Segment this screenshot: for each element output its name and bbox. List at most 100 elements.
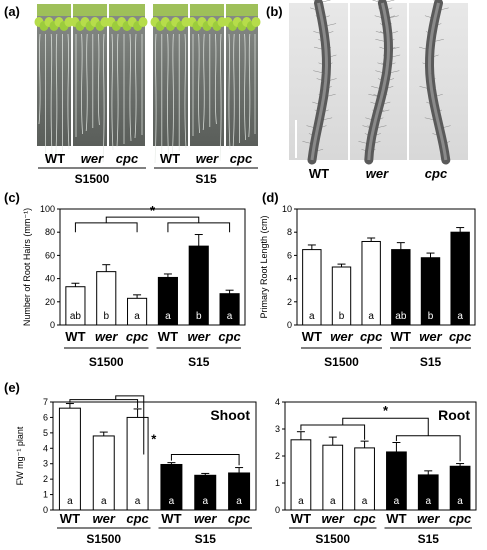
y-axis-label: Primary Root Length (cm)	[259, 215, 269, 318]
y-tick-label: 3	[275, 424, 280, 434]
y-tick-label: 80	[45, 227, 55, 237]
plate-photos	[34, 4, 261, 164]
significance-letter: a	[298, 496, 304, 507]
y-tick-label: 1	[275, 478, 280, 488]
y-axis-label: Number of Root Hairs (mm⁻¹)	[22, 208, 32, 326]
genotype-label-a-6: cpc	[230, 151, 253, 166]
chart-title: Shoot	[210, 407, 250, 423]
plate-3	[106, 4, 148, 151]
y-axis-label: FW mg⁻¹ plant	[15, 426, 25, 485]
genotype-label-b-1: WT	[309, 166, 329, 181]
x-category-label: WT	[158, 329, 178, 344]
y-tick-label: 4	[287, 274, 292, 284]
significance-letter: a	[425, 496, 431, 507]
significance-star: *	[151, 432, 157, 447]
group-label: S1500	[89, 355, 124, 369]
plot-frame	[59, 208, 246, 326]
genotype-label-a-3: cpc	[116, 151, 139, 166]
significance-letter: ab	[70, 311, 82, 322]
panel-b-label: (b)	[266, 4, 283, 19]
group-label: S15	[420, 355, 442, 369]
significance-bracket: *	[69, 395, 240, 466]
group-label: S1500	[86, 532, 121, 546]
y-tick-label: 0	[275, 505, 280, 515]
significance-letter: a	[457, 496, 463, 507]
significance-letter: a	[227, 311, 233, 322]
group-label: S15	[188, 355, 210, 369]
significance-star: *	[150, 203, 156, 218]
x-category-label: cpc	[353, 511, 376, 526]
significance-letter: a	[165, 311, 171, 322]
x-category-label: cpc	[360, 329, 383, 344]
genotype-label-a-2: wer	[81, 151, 104, 166]
significance-bracket: *	[300, 403, 461, 462]
x-category-label: cpc	[218, 329, 241, 344]
group-label-a-left: S1500	[75, 172, 110, 186]
significance-star: *	[383, 403, 389, 418]
significance-letter: a	[135, 496, 141, 507]
y-tick-label: 40	[45, 274, 55, 284]
group-label: S1500	[324, 355, 359, 369]
y-tick-label: 4	[275, 397, 280, 407]
x-category-label: WT	[161, 511, 181, 526]
significance-letter: a	[362, 496, 368, 507]
plate-2	[70, 4, 110, 163]
y-tick-label: 0	[50, 320, 55, 330]
y-tick-label: 6	[287, 250, 292, 260]
y-tick-label: 10	[282, 204, 292, 214]
y-tick-label: 2	[275, 451, 280, 461]
x-category-label: cpc	[126, 511, 149, 526]
y-tick-label: 6	[43, 412, 48, 422]
group-label: S1500	[315, 532, 350, 546]
significance-letter: b	[428, 311, 434, 322]
chart-root-hairs: (c) 0 20 40 60 80 100 Number of Root Hairs (mm⁻…	[4, 190, 246, 369]
panel-label-d: (d)	[262, 190, 279, 205]
genotype-label-a-1: WT	[45, 151, 65, 166]
y-tick-label: 4	[43, 443, 48, 453]
panel-b: (b) WT wer cpc	[266, 0, 468, 181]
group-label-a-right: S15	[195, 172, 217, 186]
significance-letter: a	[101, 496, 107, 507]
x-category-label: wer	[330, 329, 353, 344]
significance-letter: b	[196, 311, 202, 322]
significance-letter: a	[368, 311, 374, 322]
plate-6	[223, 4, 261, 150]
significance-letter: a	[169, 496, 175, 507]
y-tick-label: 8	[287, 227, 292, 237]
x-category-label: wer	[322, 511, 345, 526]
x-category-label: WT	[291, 511, 311, 526]
group-label: S15	[195, 532, 217, 546]
plate-4	[150, 4, 191, 164]
y-tick-label: 20	[45, 297, 55, 307]
significance-letter: a	[394, 496, 400, 507]
plot-frame	[52, 401, 257, 511]
genotype-label-a-5: wer	[196, 151, 219, 166]
plot-frame	[296, 208, 476, 326]
x-category-label: wer	[93, 511, 116, 526]
genotype-label-b-3: cpc	[425, 166, 448, 181]
significance-letter: ab	[395, 311, 407, 322]
y-tick-label: 5	[43, 428, 48, 438]
y-tick-label: 7	[43, 397, 48, 407]
significance-letter: a	[134, 311, 140, 322]
x-category-label: cpc	[126, 329, 149, 344]
x-category-label: WT	[391, 329, 411, 344]
genotype-label-a-4: WT	[160, 151, 180, 166]
panel-a: (a) WT wer cpc WT wer cpc S1500 S15	[4, 4, 261, 186]
chart-shoot-fw: (e) 0 1 2 3 4 5 6 7 FW mg⁻¹ plant Shoot a WT a wer a cpc…	[4, 380, 257, 546]
y-tick-label: 0	[43, 505, 48, 515]
significance-letter: a	[330, 496, 336, 507]
genotype-label-b-2: wer	[366, 166, 389, 181]
y-tick-label: 60	[45, 250, 55, 260]
x-category-label: WT	[302, 329, 322, 344]
chart-title: Root	[438, 407, 470, 423]
panel-label-c: (c)	[4, 190, 20, 205]
y-tick-label: 3	[43, 459, 48, 469]
group-label: S15	[418, 532, 440, 546]
x-category-label: cpc	[228, 511, 251, 526]
significance-letter: a	[236, 496, 242, 507]
significance-letter: a	[202, 496, 208, 507]
plate-5	[187, 4, 227, 162]
